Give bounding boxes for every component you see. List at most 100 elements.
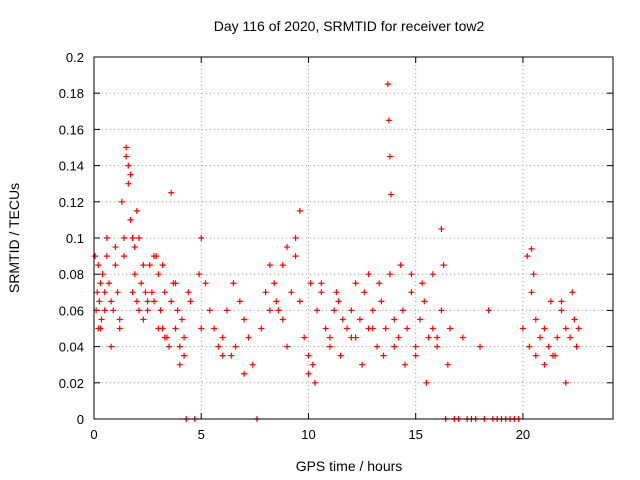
data-point — [181, 352, 188, 359]
data-point — [434, 334, 441, 341]
data-point — [309, 361, 316, 368]
data-point — [348, 334, 355, 341]
data-point — [359, 361, 366, 368]
data-point — [356, 316, 363, 323]
data-point — [301, 334, 308, 341]
data-point — [384, 81, 391, 88]
data-point — [386, 271, 393, 278]
y-tick-label: 0.12 — [59, 195, 84, 210]
data-point — [178, 316, 185, 323]
data-point — [172, 280, 179, 287]
data-point — [438, 307, 445, 314]
data-point — [94, 289, 101, 296]
x-tick-label: 0 — [90, 427, 97, 442]
data-point — [121, 253, 128, 260]
data-point — [266, 307, 273, 314]
data-point — [528, 289, 535, 296]
data-point — [110, 307, 117, 314]
data-point — [101, 289, 108, 296]
data-point — [236, 298, 243, 305]
data-point — [198, 235, 205, 241]
data-point — [219, 352, 226, 359]
data-point — [114, 289, 121, 296]
data-point — [333, 289, 340, 296]
data-point — [552, 352, 559, 359]
data-point — [161, 334, 168, 341]
data-point — [176, 343, 183, 350]
data-point — [404, 325, 411, 332]
data-point — [292, 253, 299, 260]
data-point — [388, 191, 395, 198]
data-point — [485, 307, 492, 314]
data-point — [133, 298, 140, 305]
data-point — [249, 361, 256, 368]
data-point — [288, 289, 295, 296]
data-point — [266, 262, 273, 269]
y-tick-label: 0.18 — [59, 86, 84, 101]
data-point — [348, 307, 355, 314]
data-point — [123, 144, 130, 151]
data-point — [271, 280, 278, 287]
data-point — [123, 153, 130, 160]
data-point — [125, 180, 132, 187]
data-point — [275, 307, 282, 314]
data-point — [352, 280, 359, 287]
data-point — [526, 343, 533, 350]
data-point — [223, 307, 230, 314]
data-point — [108, 343, 115, 350]
data-point — [168, 298, 175, 305]
data-point — [573, 343, 580, 350]
data-point — [545, 343, 552, 350]
data-point — [421, 298, 428, 305]
data-point — [558, 298, 565, 305]
data-point — [116, 325, 123, 332]
data-point — [198, 325, 205, 332]
x-tick-label: 10 — [301, 427, 315, 442]
data-point — [541, 361, 548, 368]
data-point — [562, 379, 569, 386]
data-point — [532, 352, 539, 359]
data-point — [148, 289, 155, 296]
data-point — [401, 361, 408, 368]
data-point — [397, 262, 404, 269]
data-point — [425, 334, 432, 341]
data-point — [101, 307, 108, 314]
data-point — [429, 325, 436, 332]
data-point — [296, 207, 303, 214]
data-point — [103, 253, 110, 260]
data-point — [196, 271, 203, 278]
x-tick-label: 5 — [198, 427, 205, 442]
data-point — [292, 235, 299, 241]
data-point — [92, 253, 99, 260]
data-point — [380, 352, 387, 359]
data-point — [176, 361, 183, 368]
data-point — [575, 325, 582, 332]
data-point — [168, 189, 175, 196]
data-point — [447, 325, 454, 332]
x-tick-label: 20 — [516, 427, 530, 442]
data-point — [155, 271, 162, 278]
data-point — [245, 334, 252, 341]
data-point — [305, 370, 312, 377]
data-point — [129, 289, 136, 296]
data-point — [97, 280, 104, 287]
y-tick-label: 0.06 — [59, 303, 84, 318]
data-point — [219, 334, 226, 341]
data-point — [558, 307, 565, 314]
data-point — [547, 298, 554, 305]
data-point — [136, 235, 143, 241]
data-point — [376, 280, 383, 287]
data-point — [136, 307, 143, 314]
data-point — [322, 325, 329, 332]
data-point — [172, 325, 179, 332]
data-point — [185, 289, 192, 296]
data-point — [477, 343, 484, 350]
data-point — [438, 225, 445, 232]
data-point — [382, 325, 389, 332]
data-point — [344, 325, 351, 332]
data-point — [440, 262, 447, 269]
data-point — [335, 298, 342, 305]
data-point — [157, 307, 164, 314]
data-point — [116, 316, 123, 323]
